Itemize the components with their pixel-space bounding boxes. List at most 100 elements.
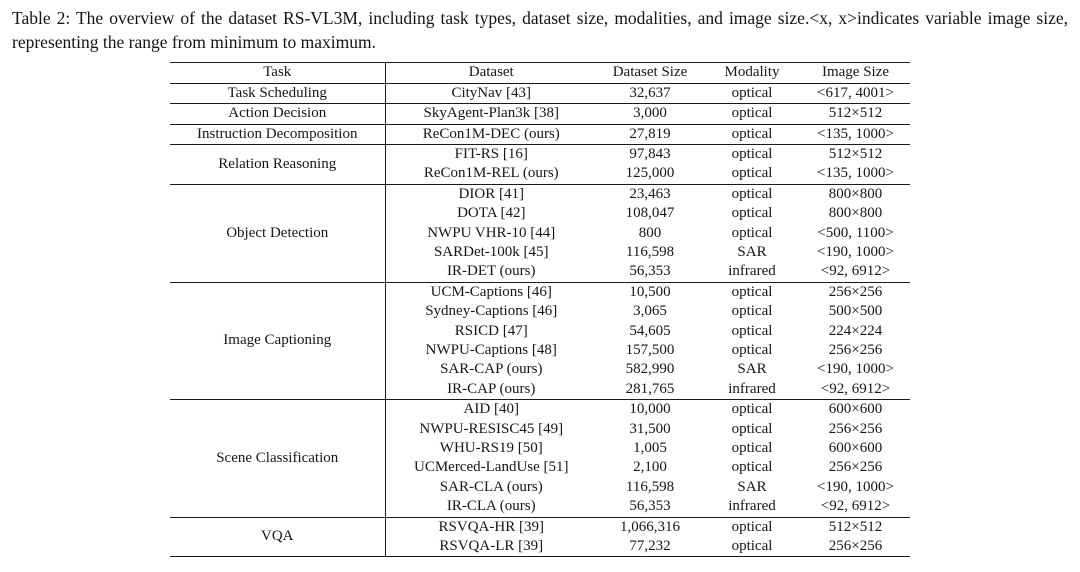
table-row: SAR-CLA (ours) 116,598 SAR <190, 1000> (170, 478, 910, 497)
image-size-cell: 500×500 (828, 303, 883, 320)
modality-cell: infrared (728, 380, 776, 397)
modality-cell: SAR (737, 243, 767, 260)
task-cell: Relation Reasoning (170, 143, 386, 185)
task-cell: Task Scheduling (170, 82, 386, 104)
dataset-size-cell: 23,463 (597, 183, 703, 205)
modality-cell: optical (703, 82, 801, 104)
table-row: Action Decision SkyAgent-Plan3k [38] 3,000… (170, 103, 910, 124)
image-size-cell: 800×800 (828, 205, 883, 222)
dataset-size-cell: 54,605 (629, 322, 671, 339)
image-size-cell: 256×256 (801, 281, 910, 303)
image-size-cell: <190, 1000> (817, 243, 894, 260)
image-size-cell: <190, 1000> (817, 478, 894, 495)
header-row: Task Dataset Dataset Size Modality Image… (170, 62, 910, 84)
col-header-task: Task (170, 62, 386, 84)
dataset-size-cell: 27,819 (597, 123, 703, 145)
dataset-size-cell: 2,100 (633, 459, 667, 476)
task-cell: Object Detection (170, 183, 386, 283)
dataset-overview-table: Task Dataset Dataset Size Modality Image… (170, 62, 910, 558)
col-header-image-size: Image Size (801, 62, 910, 84)
dataset-cell: RSVQA-HR [39] (385, 516, 597, 538)
table-row: Sydney-Captions [46] 3,065 optical 500×500 (170, 302, 910, 321)
dataset-cell: WHU-RS19 [50] (439, 440, 543, 456)
task-cell: Scene Classification (170, 399, 386, 518)
table-row: RSVQA-LR [39] 77,232 optical 256×256 (170, 537, 910, 557)
dataset-cell: IR-CAP (ours) (447, 380, 536, 397)
modality-cell: SAR (737, 361, 767, 378)
dataset-cell: FIT-RS [16] (385, 143, 597, 165)
image-size-cell: 800×800 (801, 183, 910, 205)
table-row: IR-DET (ours) 56,353 infrared <92, 6912> (170, 262, 910, 282)
dataset-cell: ReCon1M-DEC (ours) (385, 123, 597, 145)
dataset-size-cell: 157,500 (625, 341, 675, 358)
image-size-cell: 256×256 (828, 459, 883, 476)
dataset-cell: SkyAgent-Plan3k [38] (385, 103, 597, 124)
dataset-cell: SARDet-100k [45] (433, 243, 549, 260)
dataset-cell: NWPU-Captions [48] (425, 341, 557, 358)
dataset-size-cell: 56,353 (629, 498, 671, 515)
modality-cell: optical (703, 143, 801, 165)
table-body: Task Scheduling CityNav [43] 32,637 optical… (170, 82, 910, 557)
dataset-size-cell: 77,232 (629, 538, 671, 555)
modality-cell: optical (731, 303, 773, 320)
table-row: VQA RSVQA-HR [39] 1,066,316 optical 512×512 (170, 516, 910, 557)
modality-cell: optical (731, 538, 773, 555)
dataset-size-cell: 3,000 (597, 103, 703, 124)
image-size-cell: 256×256 (828, 420, 883, 437)
table-row: Scene Classification AID [40] 10,000 optica… (170, 399, 910, 518)
image-size-cell: 600×600 (801, 399, 910, 420)
image-size-cell: <92, 6912> (820, 263, 891, 280)
image-size-cell: 600×600 (828, 440, 883, 456)
task-cell: Action Decision (170, 103, 386, 124)
table-row: NWPU VHR-10 [44] 800 optical <500, 1100> (170, 224, 910, 243)
modality-cell: optical (703, 123, 801, 145)
image-size-cell: 512×512 (801, 143, 910, 165)
dataset-cell: NWPU VHR-10 [44] (427, 224, 556, 241)
dataset-size-cell: 56,353 (629, 263, 671, 280)
table-row: RSICD [47] 54,605 optical 224×224 (170, 322, 910, 341)
dataset-size-cell: 281,765 (625, 380, 675, 397)
dataset-size-cell: 1,005 (633, 440, 667, 456)
modality-cell: optical (703, 281, 801, 303)
dataset-size-cell: 31,500 (629, 420, 671, 437)
table-row: SAR-CAP (ours) 582,990 SAR <190, 1000> (170, 360, 910, 379)
image-size-cell: 512×512 (801, 516, 910, 538)
table-row: DOTA [42] 108,047 optical 800×800 (170, 204, 910, 223)
table-header: Task Dataset Dataset Size Modality Image… (170, 62, 910, 84)
table-row: IR-CAP (ours) 281,765 infrared <92, 6912> (170, 380, 910, 400)
dataset-cell: AID [40] (385, 399, 597, 420)
dataset-size-cell: 800 (638, 224, 662, 241)
modality-cell: optical (731, 341, 773, 358)
modality-cell: optical (703, 183, 801, 205)
table-row: Instruction Decomposition ReCon1M-DEC (ou… (170, 123, 910, 145)
dataset-cell: Sydney-Captions [46] (425, 303, 558, 320)
table-caption: Table 2: The overview of the dataset RS-… (12, 8, 1068, 53)
table-row: NWPU-Captions [48] 157,500 optical 256×256 (170, 341, 910, 360)
dataset-cell: NWPU-RESISC45 [49] (419, 420, 564, 437)
modality-cell: optical (731, 205, 773, 222)
dataset-cell: RSVQA-LR [39] (439, 538, 544, 555)
dataset-cell: UCM-Captions [46] (385, 281, 597, 303)
modality-cell: optical (703, 516, 801, 538)
image-size-cell: <190, 1000> (817, 361, 894, 378)
table-row: NWPU-RESISC45 [49] 31,500 optical 256×256 (170, 420, 910, 439)
modality-cell: optical (703, 103, 801, 124)
table-row: Object Detection DIOR [41] 23,463 optical 80… (170, 183, 910, 283)
dataset-size-cell: 97,843 (597, 143, 703, 165)
dataset-size-cell: 3,065 (633, 303, 667, 320)
modality-cell: optical (731, 165, 773, 182)
col-header-modality: Modality (703, 62, 801, 84)
table-row: Relation Reasoning FIT-RS [16] 97,843 optic… (170, 143, 910, 185)
table-row: IR-CLA (ours) 56,353 infrared <92, 6912> (170, 497, 910, 517)
dataset-cell: DIOR [41] (385, 183, 597, 205)
dataset-cell: ReCon1M-REL (ours) (423, 165, 559, 182)
dataset-cell: SAR-CLA (ours) (439, 478, 543, 495)
table-container: Task Dataset Dataset Size Modality Image… (170, 62, 910, 558)
modality-cell: infrared (728, 263, 776, 280)
image-size-cell: <135, 1000> (801, 123, 910, 145)
dataset-size-cell: 10,000 (597, 399, 703, 420)
image-size-cell: <617, 4001> (801, 82, 910, 104)
modality-cell: SAR (737, 478, 767, 495)
dataset-size-cell: 32,637 (597, 82, 703, 104)
